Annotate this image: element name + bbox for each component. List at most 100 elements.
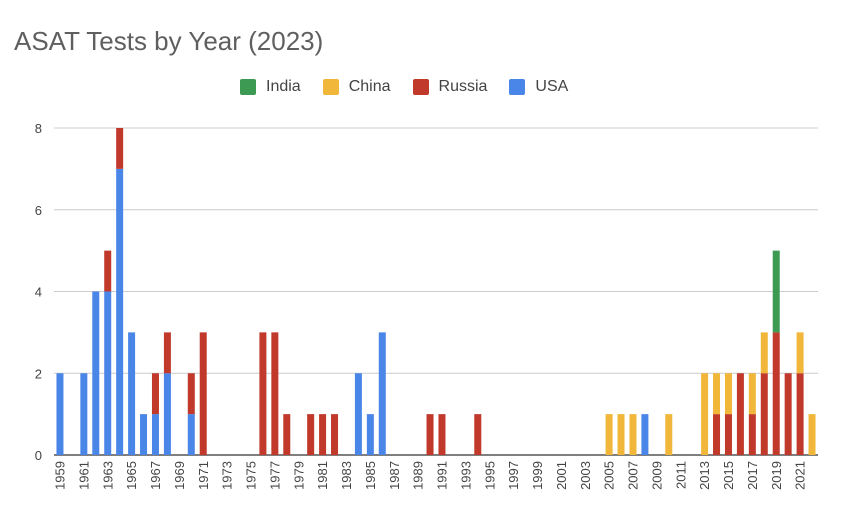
legend-swatch-usa (509, 79, 526, 95)
bar-usa (378, 332, 386, 455)
bar-russia (116, 128, 124, 169)
x-tick-label: 1969 (172, 461, 187, 490)
bar-russia (438, 414, 446, 455)
chart-legend: India China Russia USA (240, 78, 568, 96)
x-tick-label: 1985 (363, 461, 378, 490)
x-tick-label: 1995 (482, 461, 497, 490)
y-tick-label: 6 (35, 203, 42, 218)
bar-usa (92, 291, 100, 455)
bar-russia (271, 332, 279, 455)
bar-russia (724, 414, 732, 455)
bar-russia (474, 414, 482, 455)
chart-title: ASAT Tests by Year (2023) (14, 26, 324, 56)
legend-label-usa: USA (535, 78, 569, 95)
bar-usa (163, 373, 171, 455)
bar-usa (104, 291, 112, 455)
x-tick-label: 1961 (76, 461, 91, 490)
bar-russia (713, 414, 721, 455)
bar-russia (331, 414, 339, 455)
x-tick-label: 1993 (458, 461, 473, 490)
bar-usa (187, 414, 195, 455)
x-tick-label: 1991 (435, 461, 450, 490)
x-tick-label: 1963 (100, 461, 115, 490)
x-tick-label: 1965 (124, 461, 139, 490)
y-tick-label: 8 (35, 121, 42, 136)
bar-russia (772, 332, 780, 455)
bar-usa (366, 414, 374, 455)
bar-china (617, 414, 625, 455)
bar-usa (80, 373, 88, 455)
x-tick-label: 1979 (291, 461, 306, 490)
bar-china (748, 373, 756, 415)
y-tick-label: 0 (35, 448, 42, 463)
x-tick-label: 2007 (626, 461, 641, 490)
bar-china (605, 414, 613, 455)
bar-russia (151, 373, 159, 415)
bar-china (808, 414, 816, 455)
bar-china (701, 373, 709, 455)
bar-russia (760, 373, 768, 455)
bar-usa (56, 373, 64, 455)
bar-china (665, 414, 673, 455)
bar-russia (259, 332, 267, 455)
x-tick-label: 1959 (53, 461, 68, 490)
bar-russia (307, 414, 315, 455)
bar-china (760, 332, 768, 374)
legend-item-usa: USA (509, 78, 568, 96)
bar-russia (784, 373, 792, 455)
bar-china (713, 373, 721, 415)
legend-swatch-russia (412, 79, 429, 95)
x-tick-label: 1975 (244, 461, 259, 490)
x-tick-label: 2001 (554, 461, 569, 490)
bar-russia (796, 373, 804, 455)
x-tick-label: 1967 (148, 461, 163, 490)
legend-swatch-china (322, 79, 339, 95)
legend-label-india: India (266, 78, 301, 95)
x-tick-label: 2005 (602, 461, 617, 490)
bar-russia (104, 250, 112, 292)
legend-label-china: China (348, 78, 391, 95)
y-tick-label: 4 (35, 285, 42, 300)
bar-russia (736, 373, 744, 455)
x-tick-label: 1973 (220, 461, 235, 490)
bar-usa (151, 414, 159, 455)
x-tick-label: 2017 (745, 461, 760, 490)
x-tick-label: 1977 (267, 461, 282, 490)
x-tick-label: 1971 (196, 461, 211, 490)
x-tick-label: 1989 (411, 461, 426, 490)
legend-swatch-india (240, 79, 256, 95)
bar-china (724, 373, 732, 415)
bar-usa (354, 373, 362, 455)
bar-russia (426, 414, 434, 455)
legend-item-india: India (240, 78, 301, 96)
legend-item-china: China (322, 78, 391, 96)
bar-usa (116, 168, 124, 455)
x-tick-label: 1981 (315, 461, 330, 490)
bar-usa (128, 332, 136, 455)
bar-russia (199, 332, 207, 455)
bar-india (772, 250, 780, 333)
bar-usa (140, 414, 148, 455)
y-tick-label: 2 (35, 366, 42, 381)
x-tick-label: 1987 (387, 461, 402, 490)
x-tick-label: 1999 (530, 461, 545, 490)
bar-russia (319, 414, 327, 455)
x-tick-label: 2011 (673, 461, 688, 489)
x-tick-label: 2013 (697, 461, 712, 490)
bar-usa (641, 414, 649, 455)
legend-item-russia: Russia (412, 78, 488, 96)
x-tick-label: 2019 (769, 461, 784, 490)
bar-russia (163, 332, 171, 374)
x-tick-label: 1983 (339, 461, 354, 490)
x-tick-label: 2015 (721, 461, 736, 490)
x-tick-label: 2021 (793, 461, 808, 490)
bar-russia (187, 373, 195, 415)
bar-china (796, 332, 804, 374)
bar-russia (748, 414, 756, 455)
x-tick-label: 1997 (506, 461, 521, 490)
bar-russia (283, 414, 291, 455)
bar-china (629, 414, 637, 455)
x-tick-label: 2009 (649, 461, 664, 490)
legend-label-russia: Russia (438, 78, 488, 95)
